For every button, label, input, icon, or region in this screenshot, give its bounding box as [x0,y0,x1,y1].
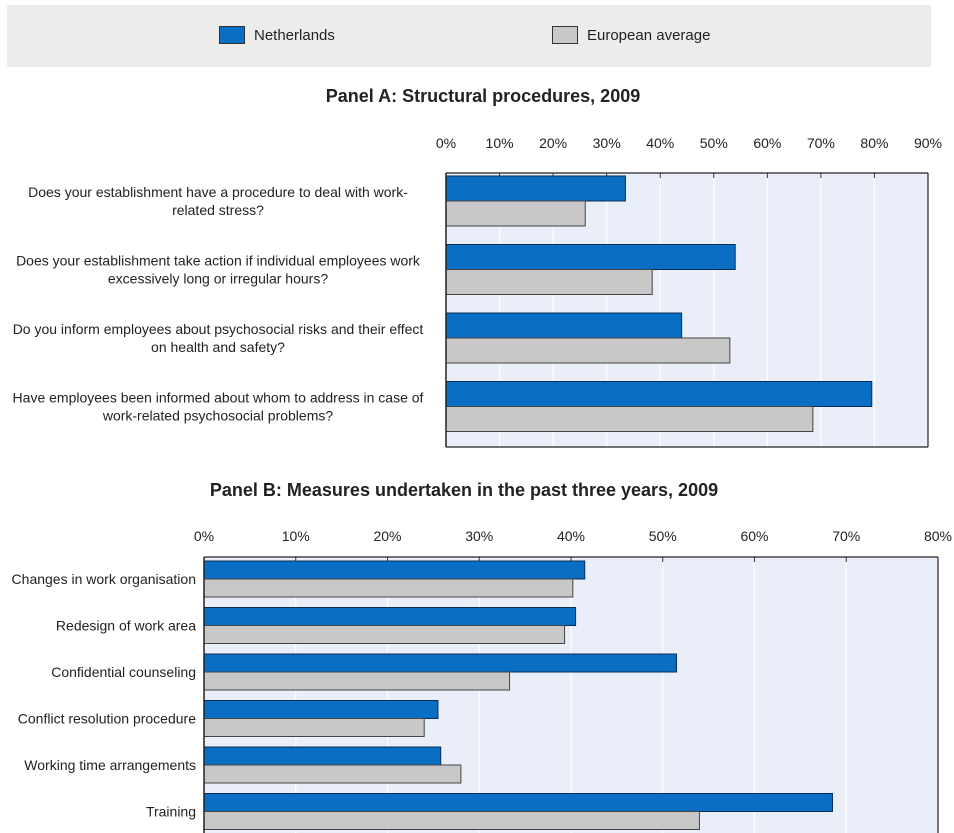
category-label: Have employees been informed about whom … [13,390,424,424]
category-label: Redesign of work area [56,618,196,634]
category-label: Changes in work organisation [12,571,196,587]
category-label: Training [146,804,196,820]
category-label: Does your establishment take action if i… [16,253,421,287]
legend-label-european-average: European average [587,26,711,44]
bar-netherlands [203,746,442,766]
bar-european-average [203,578,574,598]
panel-b-title: Panel B: Measures undertaken in the past… [209,480,719,500]
tick-label: 20% [373,528,401,544]
legend-swatch-european-average [552,26,578,44]
legend-item-netherlands: Netherlands [219,26,335,44]
legend-label-netherlands: Netherlands [254,26,335,44]
tick-label: 80% [924,528,952,544]
bar-european-average [203,671,511,691]
bar-netherlands [203,653,678,673]
bar-netherlands [445,381,873,407]
bar-european-average [203,811,700,830]
tick-label: 0% [436,135,456,151]
tick-label: 50% [700,135,728,151]
legend: Netherlands European average [7,5,931,67]
tick-label: 90% [914,135,942,151]
legend-swatch-netherlands [219,26,245,44]
tick-label: 70% [832,528,860,544]
category-label: Working time arrangements [24,757,196,773]
bar-european-average [445,200,586,227]
category-label: Do you inform employees about psychosoci… [13,321,424,355]
bar-netherlands [445,312,683,339]
tick-label: 40% [646,135,674,151]
bar-netherlands [445,244,736,270]
bar-european-average [203,625,566,644]
bar-netherlands [203,560,586,580]
tick-label: 10% [282,528,310,544]
panel-a-title: Panel A: Structural procedures, 2009 [325,86,641,106]
tick-label: 10% [486,135,514,151]
bar-european-average [445,337,731,364]
bar-european-average [203,764,462,784]
category-label: Conflict resolution procedure [18,711,196,727]
tick-label: 80% [860,135,888,151]
bar-european-average [203,718,425,737]
tick-label: 20% [539,135,567,151]
bar-netherlands [203,607,577,626]
bar-netherlands [203,793,833,812]
bar-european-average [445,406,814,432]
tick-label: 60% [740,528,768,544]
bar-netherlands [445,175,626,202]
legend-item-european-average: European average [552,26,710,44]
tick-label: 70% [807,135,835,151]
category-label: Confidential counseling [51,664,196,680]
panel-b-plot: 0% 10% 20% 30% 40% 50% 60% 70% 80% Changes in wor… [12,528,952,833]
bar-european-average [445,269,653,295]
tick-label: 60% [753,135,781,151]
tick-label: 40% [557,528,585,544]
category-label: Does your establishment have a procedure… [28,184,408,218]
panel-a-plot: 0% 10% 20% 30% 40% 50% 60% 70% 80% 90% Does your e… [13,135,942,448]
tick-label: 0% [194,528,214,544]
tick-label: 30% [465,528,493,544]
bar-netherlands [203,700,439,719]
tick-label: 50% [649,528,677,544]
tick-label: 30% [593,135,621,151]
